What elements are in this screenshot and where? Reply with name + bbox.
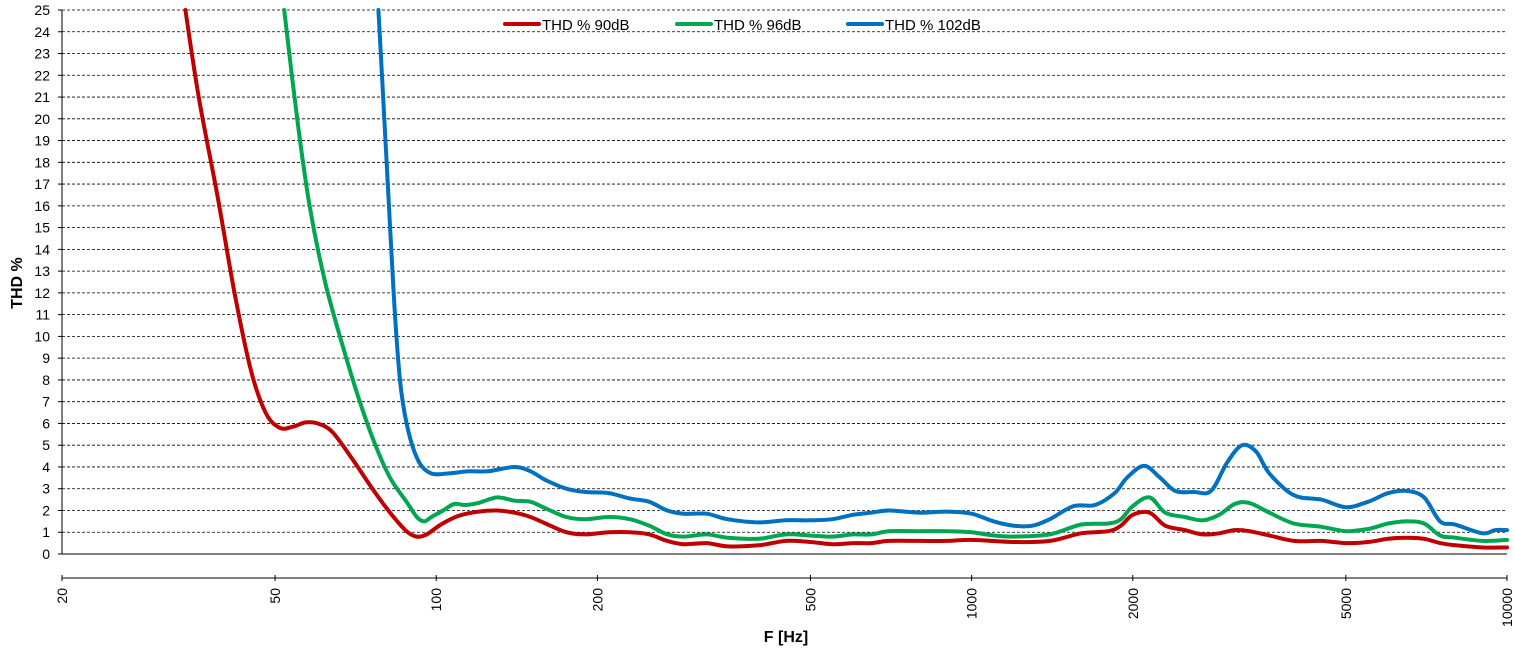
x-tick-label: 20 [54, 588, 70, 604]
series-line-1 [183, 8, 1509, 550]
x-tick-label: 200 [589, 588, 605, 612]
y-tick-label: 2 [42, 502, 50, 518]
y-tick-label: 25 [34, 2, 50, 18]
legend-label: THD % 96dB [714, 17, 802, 34]
y-tick-label: 13 [34, 263, 50, 279]
y-tick-label: 14 [34, 241, 50, 257]
y-tick-label: 18 [34, 154, 50, 170]
y-tick-label: 3 [42, 481, 50, 497]
x-tick-label: 1000 [964, 588, 980, 619]
legend-label: THD % 102dB [885, 17, 981, 34]
x-tick-labels: 20 50 100 200 500 1000 2000 5000 10000 [54, 588, 1515, 627]
y-tick-label: 11 [35, 307, 50, 323]
y-tick-label: 19 [34, 133, 50, 149]
y-tick-labels: 0123456789101112131415161718192021222324… [34, 2, 50, 562]
x-tick-label: 500 [802, 588, 818, 612]
legend: THD % 90dB THD % 96dB THD % 102dB [503, 17, 981, 34]
y-tick-label: 7 [42, 394, 50, 410]
y-tick-label: 17 [34, 176, 50, 192]
y-tick-label: 15 [34, 220, 50, 236]
series-line-2 [282, 8, 1509, 543]
x-tick-label: 100 [428, 588, 444, 612]
y-tick-label: 0 [42, 546, 50, 562]
x-tick-label: 50 [267, 588, 283, 604]
y-tick-label: 4 [42, 459, 50, 475]
x-tick-label: 2000 [1125, 588, 1141, 619]
y-tick-label: 12 [34, 285, 50, 301]
x-axis-label: F [Hz] [764, 629, 808, 646]
y-tick-label: 21 [34, 89, 50, 105]
y-tick-label: 8 [42, 372, 50, 388]
y-tick-label: 1 [42, 524, 50, 540]
y-tick-label: 5 [42, 437, 50, 453]
y-tick-label: 20 [34, 111, 50, 127]
series-line-3 [376, 8, 1509, 536]
x-tick-label: 10000 [1499, 588, 1515, 627]
y-tick-label: 23 [34, 46, 50, 62]
series-lines [183, 8, 1509, 550]
y-tick-label: 6 [42, 415, 50, 431]
grid-lines [62, 9, 1507, 533]
y-axis-label: THD % [9, 257, 26, 309]
y-tick-label: 16 [34, 198, 50, 214]
y-tick-label: 10 [34, 328, 50, 344]
axes [58, 9, 1508, 581]
y-tick-label: 9 [42, 350, 50, 366]
x-tick-label: 5000 [1338, 588, 1354, 619]
legend-label: THD % 90dB [542, 17, 630, 34]
y-tick-label: 24 [34, 24, 50, 40]
y-tick-label: 22 [34, 67, 50, 83]
